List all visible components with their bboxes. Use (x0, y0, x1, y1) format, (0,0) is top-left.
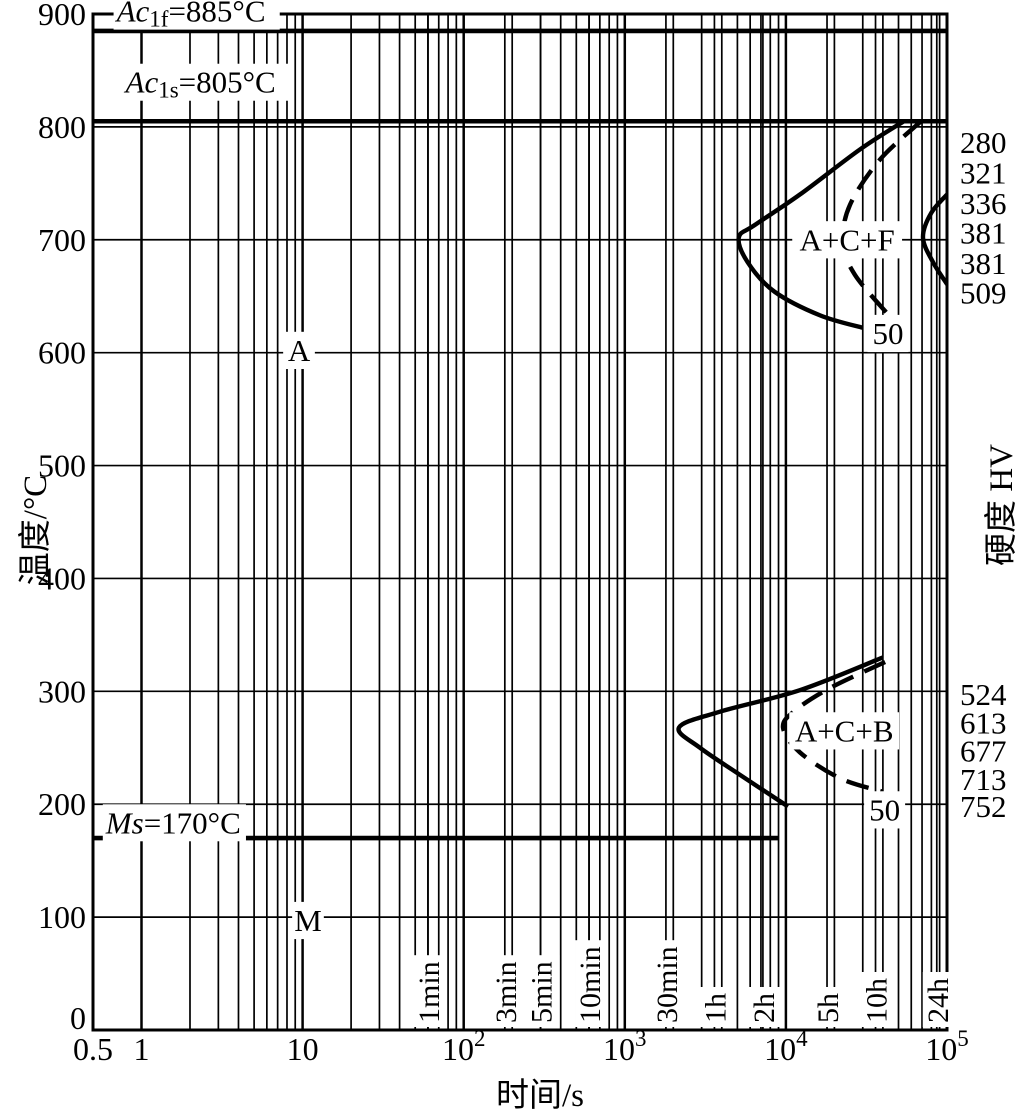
time-label-bg-3min (490, 955, 524, 1027)
y-tick-500: 500 (38, 448, 86, 484)
time-label-bg-1min (413, 955, 447, 1027)
time-label-3min: 3min (490, 961, 523, 1023)
y-tick-300: 300 (38, 673, 86, 709)
time-label-group-3min: 3min (490, 955, 524, 1027)
hv-upper-1: 321 (960, 156, 1007, 191)
hv-upper-3: 381 (960, 216, 1007, 251)
phase-label-fifty-lower: 50 (869, 792, 900, 827)
hv-upper-2: 336 (960, 186, 1007, 221)
hv-lower-3: 713 (960, 762, 1007, 797)
phase-label-fifty-upper: 50 (872, 316, 903, 351)
hv-lower-1: 613 (960, 705, 1007, 740)
x-tick-1: 1 (133, 1031, 149, 1067)
phase-label-M: M (294, 903, 322, 938)
Ac1f-label-bg (113, 0, 280, 30)
time-label-group-1min: 1min (413, 955, 447, 1027)
y-tick-400: 400 (38, 560, 86, 596)
phase-label-A-C-B-bg (789, 712, 900, 750)
hv-upper-5: 509 (960, 275, 1007, 310)
time-label-5min: 5min (526, 961, 559, 1023)
time-label-group-2h: 2h (748, 987, 782, 1027)
phase-label-A-bg (283, 331, 315, 370)
x-tick-105: 105 (925, 1026, 969, 1067)
y-tick-600: 600 (38, 335, 86, 371)
time-label-group-10min: 10min (574, 940, 609, 1027)
time-label-5h: 5h (812, 993, 845, 1023)
time-label-bg-5h (813, 987, 847, 1027)
time-label-2h: 2h (748, 993, 781, 1023)
hv-lower-0: 524 (960, 677, 1007, 712)
y-tick-700: 700 (38, 222, 86, 258)
x-tick-102: 102 (442, 1026, 486, 1067)
time-label-bg-2h (748, 987, 782, 1027)
phase-label-fifty-upper-bg (867, 314, 909, 353)
time-label-bg-30min (651, 940, 685, 1027)
curves (676, 119, 947, 809)
y-tick-100: 100 (38, 899, 86, 935)
y-tick-900: 900 (38, 0, 86, 32)
y-axis-title-group: 温度/°C (17, 475, 54, 585)
y-tick-800: 800 (38, 109, 86, 145)
right-axis-title: 硬度 HV (983, 444, 1020, 566)
time-label-10min: 10min (574, 946, 607, 1023)
Ac1s-label: Ac1s=805°C (124, 64, 276, 102)
time-label-bg-5min (526, 955, 560, 1027)
phase-label-fifty-lower-bg (864, 791, 906, 829)
Ac1f-label: Ac1f=885°C (115, 0, 266, 31)
Ms-label-bg (102, 804, 246, 842)
hv-upper-0: 280 (960, 125, 1007, 160)
time-label-group-5h: 5h (812, 987, 847, 1027)
phase-label-A-C-B: A+C+B (795, 713, 894, 748)
hv-upper-4: 381 (960, 246, 1007, 281)
x-tick-103: 103 (603, 1026, 647, 1067)
time-label-bg-10min (575, 940, 609, 1027)
time-label-group-10h: 10h (861, 972, 895, 1027)
right-axis-title-group: 硬度 HV (983, 444, 1020, 566)
time-label-24h: 24h (922, 978, 955, 1023)
x-axis-title: 时间/s (496, 1078, 584, 1114)
x-tick-0.5: 0.5 (73, 1031, 113, 1067)
y-tick-200: 200 (38, 786, 86, 822)
phase-label-A-C-F-bg (792, 221, 903, 259)
plot-border (91, 12, 949, 1032)
y-tick-0: 0 (70, 1000, 86, 1036)
time-label-bg-10h (861, 972, 895, 1027)
Ac1s-label-bg (122, 63, 289, 101)
time-label-1min: 1min (413, 961, 446, 1023)
x-tick-104: 104 (764, 1026, 808, 1067)
time-label-group-24h: 24h (922, 972, 956, 1027)
y-axis-title: 温度/°C (17, 475, 54, 585)
curve-lower-start (676, 655, 884, 809)
hv-lower-4: 752 (960, 789, 1007, 824)
time-label-bg-24h (922, 972, 956, 1027)
time-label-1h: 1h (699, 993, 732, 1023)
time-label-group-1h: 1h (699, 987, 734, 1027)
curve-lower-50pct (780, 659, 887, 794)
phase-label-M-bg (292, 901, 324, 940)
phase-label-A-C-F: A+C+F (800, 222, 895, 257)
x-tick-10: 10 (287, 1031, 319, 1067)
vertical-gridlines (140, 14, 941, 1030)
curve-upper-50pct (840, 119, 923, 317)
curve-upper-finish (920, 191, 947, 289)
time-label-bg-1h (700, 987, 734, 1027)
hv-lower-2: 677 (960, 734, 1007, 769)
curve-upper-start (736, 119, 906, 330)
phase-label-A: A (288, 333, 311, 368)
Ms-label: Ms=170°C (105, 805, 241, 840)
time-label-group-5min: 5min (526, 955, 560, 1027)
time-label-30min: 30min (651, 946, 684, 1023)
time-label-group-30min: 30min (651, 940, 685, 1027)
time-label-10h: 10h (861, 978, 894, 1023)
